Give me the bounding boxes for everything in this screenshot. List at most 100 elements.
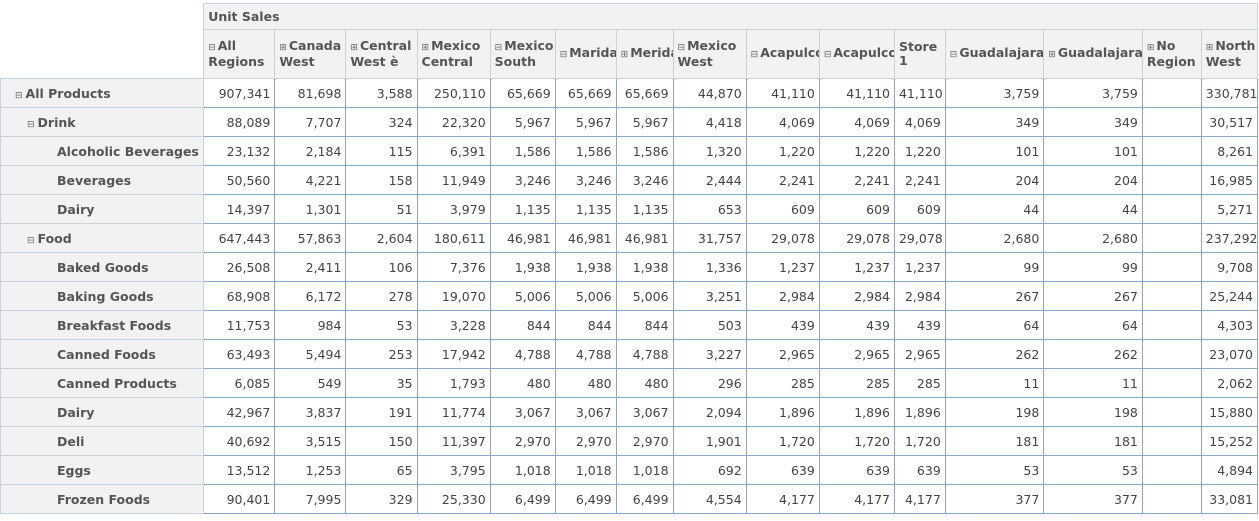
table-row: Breakfast Foods 11,753 984 53 3,228 844 844 844… — [0, 310, 1259, 340]
table-cell: 4,221 — [274, 165, 347, 195]
table-cell: 1,135 — [615, 194, 674, 224]
column-header[interactable]: ⊞ Central West è — [345, 29, 418, 79]
table-cell: 106 — [345, 252, 418, 282]
table-cell: 90,401 — [203, 484, 276, 514]
table-cell: 330,781 — [1200, 78, 1259, 108]
table-cell — [1141, 194, 1202, 224]
table-cell: 29,078 — [818, 223, 895, 253]
table-cell: 65 — [345, 455, 418, 485]
table-cell: 81,698 — [274, 78, 347, 108]
table-cell: 2,965 — [893, 339, 946, 369]
column-header[interactable]: ⊞ Canada West — [274, 29, 347, 79]
collapse-icon[interactable]: ⊟ — [823, 50, 832, 60]
table-cell: 267 — [944, 281, 1045, 311]
table-cell — [1141, 339, 1202, 369]
table-cell: 984 — [274, 310, 347, 340]
table-cell: 647,443 — [203, 223, 276, 253]
table-cell: 11 — [944, 368, 1045, 398]
row-header[interactable]: Eggs — [0, 455, 205, 485]
column-header[interactable]: ⊞Merida — [615, 29, 674, 79]
row-header[interactable]: Baked Goods — [0, 252, 205, 282]
column-header[interactable]: ⊟ Mexico South — [489, 29, 556, 79]
collapse-icon[interactable]: ⊟ — [677, 43, 686, 53]
table-cell: 549 — [274, 368, 347, 398]
column-header[interactable]: ⊟ Mexico West — [672, 29, 747, 79]
collapse-icon[interactable]: ⊟ — [208, 43, 216, 53]
table-cell: 349 — [944, 107, 1045, 137]
table-cell: 480 — [554, 368, 617, 398]
table-cell: 377 — [1043, 484, 1143, 514]
column-header[interactable]: ⊞ No Region — [1141, 29, 1202, 79]
table-cell: 503 — [672, 310, 747, 340]
table-cell: 13,512 — [203, 455, 276, 485]
expand-icon[interactable]: ⊞ — [350, 43, 358, 53]
table-cell: 262 — [1043, 339, 1143, 369]
column-header[interactable]: ⊟ All Regions — [203, 29, 276, 79]
table-cell: 1,938 — [615, 252, 674, 282]
expand-icon[interactable]: ⊞ — [421, 43, 430, 53]
table-cell: 4,788 — [554, 339, 617, 369]
row-header[interactable]: Alcoholic Beverages — [0, 136, 205, 166]
column-header[interactable]: ⊞ Guadalajara — [1043, 29, 1143, 79]
table-cell: 198 — [1043, 397, 1143, 427]
column-header[interactable]: ⊟ Marida — [554, 29, 617, 79]
row-header-label: Baking Goods — [57, 288, 154, 304]
table-cell: 1,586 — [615, 136, 674, 166]
table-cell: 2,970 — [615, 426, 674, 456]
table-cell: 4,554 — [672, 484, 747, 514]
table-row: Alcoholic Beverages 23,132 2,184 115 6,391 1,… — [0, 136, 1259, 166]
table-cell: 8,261 — [1200, 136, 1259, 166]
table-cell: 25,330 — [416, 484, 491, 514]
row-header[interactable]: Dairy — [0, 397, 205, 427]
table-cell: 23,132 — [203, 136, 276, 166]
expand-icon[interactable]: ⊞ — [1048, 50, 1056, 60]
row-header[interactable]: ⊟ All Products — [0, 78, 205, 108]
collapse-icon[interactable]: ⊟ — [27, 119, 35, 130]
column-header[interactable]: ⊞ North West — [1200, 29, 1259, 79]
table-cell: 4,177 — [818, 484, 895, 514]
row-header[interactable]: ⊟ Drink — [0, 107, 205, 137]
row-header[interactable]: Canned Foods — [0, 339, 205, 369]
table-cell: 609 — [893, 194, 946, 224]
table-cell: 2,241 — [893, 165, 946, 195]
expand-icon[interactable]: ⊞ — [620, 50, 629, 60]
collapse-icon[interactable]: ⊟ — [494, 43, 503, 53]
row-header[interactable]: ⊟ Food — [0, 223, 205, 253]
table-cell: 46,981 — [554, 223, 617, 253]
table-cell: 844 — [554, 310, 617, 340]
row-header[interactable]: Dairy — [0, 194, 205, 224]
table-cell: 3,795 — [416, 455, 491, 485]
expand-icon[interactable]: ⊞ — [1205, 43, 1214, 53]
collapse-icon[interactable]: ⊟ — [27, 235, 35, 246]
row-header[interactable]: Canned Products — [0, 368, 205, 398]
collapse-icon[interactable]: ⊟ — [15, 90, 23, 101]
column-header[interactable]: ⊟ Acapulco — [745, 29, 820, 79]
column-header[interactable]: ⊞ Mexico Central — [416, 29, 491, 79]
table-cell: 115 — [345, 136, 418, 166]
table-cell — [1141, 368, 1202, 398]
table-cell: 2,680 — [1043, 223, 1143, 253]
table-cell: 181 — [944, 426, 1045, 456]
table-cell: 2,241 — [745, 165, 820, 195]
collapse-icon[interactable]: ⊟ — [949, 50, 958, 60]
expand-icon[interactable]: ⊞ — [279, 43, 287, 53]
row-header-label: Deli — [57, 433, 85, 449]
table-cell: 15,252 — [1200, 426, 1259, 456]
table-cell — [1141, 107, 1202, 137]
expand-icon[interactable]: ⊞ — [1146, 43, 1155, 53]
row-header[interactable]: Frozen Foods — [0, 484, 205, 514]
row-header[interactable]: Breakfast Foods — [0, 310, 205, 340]
row-header[interactable]: Deli — [0, 426, 205, 456]
row-header[interactable]: Beverages — [0, 165, 205, 195]
row-header[interactable]: Baking Goods — [0, 281, 205, 311]
column-header[interactable]: ⊟ Guadalajara — [944, 29, 1045, 79]
row-header-label: Food — [37, 230, 72, 246]
collapse-icon[interactable]: ⊟ — [559, 50, 568, 60]
column-header[interactable]: ⊟ Acapulco — [818, 29, 895, 79]
column-header-label: No Region — [1146, 38, 1196, 69]
corner-cell — [0, 3, 204, 30]
collapse-icon[interactable]: ⊟ — [750, 50, 759, 60]
table-cell: 4,177 — [893, 484, 946, 514]
column-header[interactable]: Store 1 — [893, 29, 946, 79]
table-cell: 439 — [893, 310, 946, 340]
